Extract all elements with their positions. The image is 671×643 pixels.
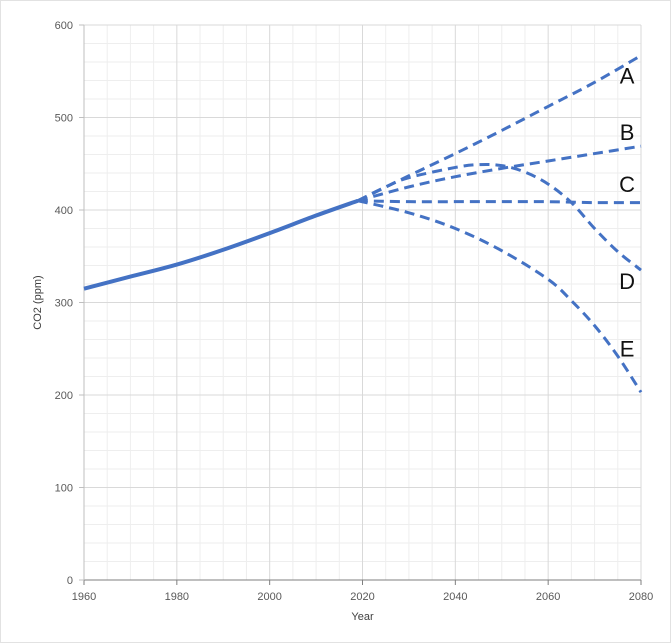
- x-tick-label: 2080: [629, 591, 653, 603]
- scenario-label-c: C: [619, 172, 635, 197]
- y-tick-label: 200: [55, 390, 73, 402]
- series-line-b: [357, 144, 642, 203]
- x-tick-labels: 1960 1980 2000 2020 2040 2060 2080: [72, 591, 653, 603]
- x-tick-label: 2060: [536, 591, 560, 603]
- scenario-label-b: B: [620, 120, 635, 145]
- y-tick-labels: 0 100 200 300 400 500 600: [55, 20, 73, 587]
- major-gridlines: [83, 24, 642, 581]
- scenario-label-e: E: [620, 336, 635, 361]
- x-tick-label: 2000: [257, 591, 281, 603]
- axes: [79, 24, 642, 585]
- series-line-historical: [83, 198, 359, 291]
- scenario-labels: A B C D E: [619, 64, 635, 362]
- series-line-e: [357, 199, 643, 394]
- y-tick-label: 300: [55, 298, 73, 310]
- x-axis-title: Year: [351, 611, 374, 623]
- series-line-c: [357, 199, 642, 205]
- y-axis-title: CO2 (ppm): [32, 275, 44, 329]
- scenario-label-d: D: [619, 269, 635, 294]
- scenario-label-a: A: [620, 64, 635, 89]
- x-tick-label: 2040: [443, 591, 467, 603]
- series-line-a: [357, 54, 642, 203]
- y-tick-label: 0: [67, 575, 73, 587]
- x-tick-label: 2020: [350, 591, 374, 603]
- y-tick-label: 100: [55, 483, 73, 495]
- x-tick-label: 1960: [72, 591, 96, 603]
- x-tick-label: 1980: [165, 591, 189, 603]
- series-lines: [83, 54, 643, 394]
- y-tick-label: 500: [55, 113, 73, 125]
- series-line-d: [357, 163, 642, 272]
- y-tick-label: 400: [55, 205, 73, 217]
- y-tick-label: 600: [55, 20, 73, 32]
